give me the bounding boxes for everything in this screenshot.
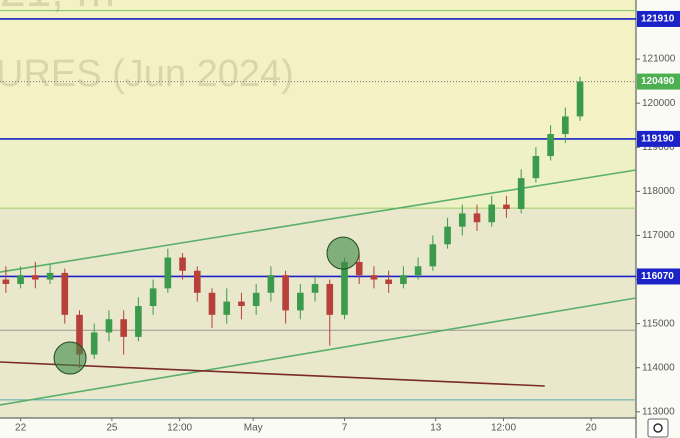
y-tick-label: 114000	[642, 362, 675, 373]
x-tick-label: 12:00	[491, 423, 516, 434]
candle-body	[282, 275, 289, 311]
candle-body	[90, 332, 98, 355]
candle-body	[61, 272, 69, 315]
candle-body	[488, 204, 496, 223]
zone-upper	[0, 0, 636, 140]
candle-body	[120, 319, 127, 337]
candle-body	[532, 156, 540, 179]
candle-body	[311, 283, 319, 293]
y-tick-label: 121000	[642, 54, 676, 65]
candle-body	[32, 275, 39, 280]
y-tick-label: 119000	[642, 142, 675, 153]
x-tick-label: 13	[430, 423, 442, 434]
candle-body	[429, 244, 437, 267]
candle-body	[503, 204, 510, 209]
y-tick-label: 117000	[642, 230, 675, 241]
level-label: 121910	[641, 14, 675, 25]
candle-body	[76, 314, 83, 355]
level-label-box	[637, 130, 680, 147]
candle-body	[341, 261, 348, 315]
price-axis	[636, 0, 680, 438]
candle-body	[105, 319, 113, 333]
settings-icon[interactable]	[647, 418, 669, 438]
last-price-box	[637, 73, 680, 90]
candle-body	[17, 275, 24, 284]
trend-line	[0, 297, 637, 406]
candle-body	[267, 275, 275, 293]
candle-body	[179, 257, 186, 271]
level-label: 119190	[641, 134, 674, 145]
plot-area	[0, 10, 637, 406]
trend-line	[0, 169, 637, 273]
y-tick-label: 115000	[642, 318, 675, 329]
x-tick-label: 7	[342, 423, 348, 434]
level-label-box	[637, 10, 680, 27]
candle-body	[576, 81, 584, 117]
candle-body	[252, 292, 260, 307]
candle-body	[562, 116, 569, 135]
marker-circle	[53, 341, 87, 375]
candle-body	[238, 301, 245, 307]
candle-body	[547, 134, 554, 157]
x-tick-label: 22	[15, 423, 27, 434]
candle-body	[517, 178, 525, 209]
candle-body	[414, 266, 422, 276]
candle-body	[400, 275, 407, 284]
candle-body	[223, 301, 231, 315]
zone-lower	[0, 208, 636, 418]
candle-body	[326, 283, 334, 315]
last-price-label: 120490	[641, 76, 675, 87]
candle-body	[135, 306, 142, 337]
candle-body	[473, 213, 481, 223]
candle-body	[164, 257, 172, 289]
candle-body	[370, 275, 378, 280]
candle-body	[193, 270, 201, 293]
y-tick-label: 118000	[642, 186, 675, 197]
marker-circle	[326, 236, 360, 270]
x-tick-label: 12:00	[167, 423, 192, 434]
candle-body	[149, 288, 157, 307]
watermark: 21, m URES (Jun 2024)	[0, 0, 294, 95]
trend-line	[0, 361, 545, 387]
candle-body	[444, 226, 451, 245]
candle-body	[297, 292, 304, 311]
level-label-box	[637, 268, 680, 285]
candle-body	[385, 279, 392, 284]
x-tick-label: 20	[586, 423, 598, 434]
level-label: 116070	[641, 271, 674, 282]
time-axis	[0, 418, 636, 438]
x-tick-label: 25	[106, 423, 118, 434]
candle-body	[458, 213, 466, 227]
y-tick-label: 120000	[642, 98, 676, 109]
watermark-text: 21, m	[0, 0, 115, 16]
x-tick-label: May	[244, 423, 263, 434]
zone-middle	[0, 140, 636, 208]
watermark-text: URES (Jun 2024)	[0, 53, 294, 95]
axis-labels: 1130001140001150001160001170001180001190…	[15, 10, 680, 434]
candle-body	[46, 272, 54, 280]
y-tick-label: 113000	[642, 406, 675, 417]
candle-body	[208, 292, 216, 315]
candle-body	[355, 261, 363, 276]
candle-body	[2, 279, 10, 284]
